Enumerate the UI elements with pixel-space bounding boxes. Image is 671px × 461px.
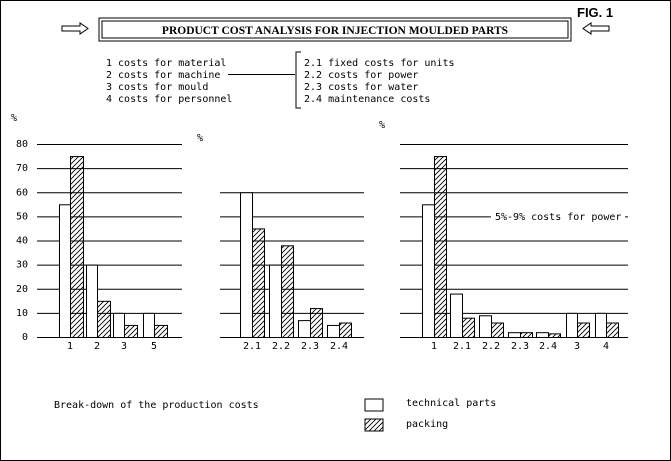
x-tick-label: 3: [574, 341, 580, 352]
chart-overall-breakdown: % 1 2.1 2.2 2.3 2.4 3 4 5%-9% costs for power: [379, 120, 628, 352]
bar-packing-2.2: [491, 322, 504, 338]
bar-packing-2.3: [310, 308, 323, 338]
category-4: 4 costs for personnel: [106, 94, 232, 105]
power-annotation: 5%-9% costs for power: [495, 212, 621, 223]
bar-technical-1: [59, 204, 71, 338]
bar-packing-1: [434, 156, 447, 338]
category-3: 3 costs for mould: [106, 82, 208, 93]
x-tick-label: 2.1: [243, 341, 261, 352]
bar-packing-2.3: [520, 332, 533, 338]
y-tick-label: 0: [22, 332, 28, 343]
title-box-outer: [98, 17, 572, 42]
x-tick-label: 4: [603, 341, 609, 352]
bar-technical-5: [143, 312, 155, 338]
bar-technical-2.4: [536, 332, 549, 338]
subcategory-2-2: 2.2 costs for power: [304, 70, 418, 81]
y-tick-label: 70: [16, 163, 28, 174]
legend-label-technical: technical parts: [406, 398, 496, 409]
bar-technical-2.1: [450, 293, 463, 339]
figure-label: FIG. 1: [577, 5, 613, 20]
arrow-right-icon: [61, 22, 89, 35]
category-1: 1 costs for material: [106, 58, 226, 69]
bar-packing-2.1: [462, 317, 475, 339]
chart-machine-material-mould: % 0 10 20 30 40 50 60 70 80 1 2 3 5: [11, 113, 182, 352]
x-tick-label: 2.1: [453, 341, 471, 352]
x-tick-label: 2.4: [330, 341, 348, 352]
y-tick-label: 60: [16, 187, 28, 198]
bar-technical-2.2: [269, 264, 282, 338]
bar-packing-2: [97, 300, 111, 338]
bar-packing-2.2: [281, 245, 294, 338]
bar-packing-5: [154, 324, 168, 338]
bar-packing-4: [606, 322, 619, 338]
figure-title: PRODUCT COST ANALYSIS FOR INJECTION MOUL…: [162, 25, 508, 37]
y-tick-label: 50: [16, 211, 28, 222]
bar-technical-2.3: [508, 332, 521, 338]
x-tick-label: 2.3: [301, 341, 319, 352]
y-tick-label: 30: [16, 260, 28, 271]
x-tick-label: 2.2: [482, 341, 500, 352]
title-box-inner: [101, 20, 569, 39]
bar-technical-4: [595, 312, 607, 338]
x-tick-label: 2.4: [539, 341, 557, 352]
bar-technical-2.1: [240, 192, 253, 338]
y-axis-label: %: [197, 133, 203, 144]
y-axis-label: %: [379, 120, 385, 131]
subcategory-2-4: 2.4 maintenance costs: [304, 94, 430, 105]
x-tick-label: 1: [67, 341, 73, 352]
bar-technical-3: [566, 312, 578, 338]
bar-packing-1: [70, 156, 84, 338]
legend-label-packing: packing: [406, 419, 448, 430]
bar-packing-3: [124, 324, 138, 338]
bar-packing-2.4: [548, 333, 561, 339]
bar-technical-2.3: [298, 320, 311, 338]
y-tick-label: 10: [16, 308, 28, 319]
legend-swatch-technical: [364, 398, 384, 412]
x-tick-label: 1: [431, 341, 437, 352]
x-tick-label: 2.2: [272, 341, 290, 352]
y-tick-label: 80: [16, 139, 28, 150]
bar-technical-3: [113, 312, 125, 338]
bar-packing-2.4: [339, 322, 352, 338]
y-tick-label: 40: [16, 236, 28, 247]
x-tick-label: 2.3: [511, 341, 529, 352]
annotation-background: [491, 209, 625, 223]
bar-technical-2: [86, 264, 98, 338]
subcategory-bracket: [295, 51, 301, 109]
x-tick-label: 5: [151, 341, 157, 352]
bar-packing-3: [577, 322, 590, 338]
bar-technical-2.2: [479, 315, 492, 339]
y-tick-label: 20: [16, 284, 28, 295]
x-tick-label: 2: [94, 341, 100, 352]
bar-packing-2.1: [252, 228, 265, 338]
category-2: 2 costs for machine: [106, 70, 220, 81]
x-tick-label: 3: [121, 341, 127, 352]
bar-technical-2.4: [327, 324, 340, 338]
legend: technical parts packing: [364, 398, 496, 432]
y-axis-label: %: [11, 113, 17, 124]
footer-caption: Break-down of the production costs: [54, 400, 259, 411]
legend-swatch-packing: [364, 418, 384, 432]
subcategory-2-3: 2.3 costs for water: [304, 82, 418, 93]
subcategory-2-1: 2.1 fixed costs for units: [304, 58, 455, 69]
arrow-left-icon: [582, 22, 610, 35]
bar-technical-1: [422, 204, 435, 338]
chart-machine-breakdown: % 2.1 2.2 2.3 2.4: [197, 133, 364, 352]
